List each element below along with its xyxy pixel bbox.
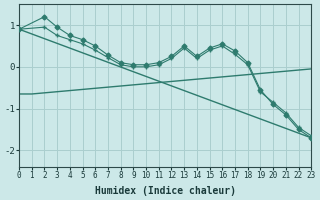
X-axis label: Humidex (Indice chaleur): Humidex (Indice chaleur) bbox=[95, 186, 236, 196]
